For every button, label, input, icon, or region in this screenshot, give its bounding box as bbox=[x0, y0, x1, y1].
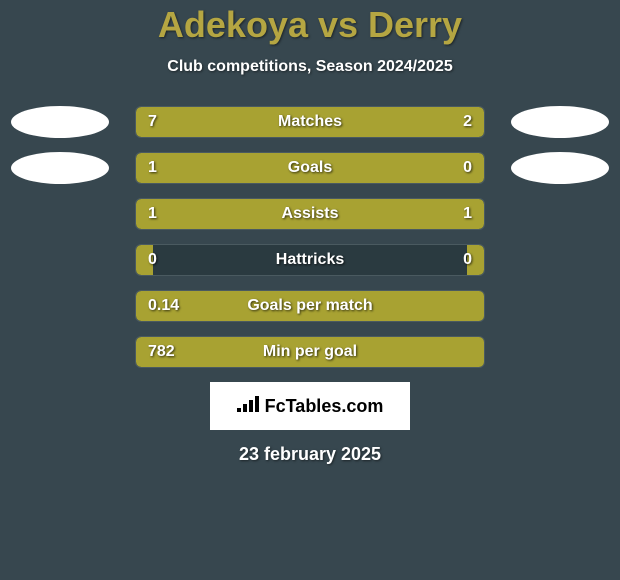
player-right-avatar bbox=[511, 290, 609, 322]
page-subtitle: Club competitions, Season 2024/2025 bbox=[0, 58, 620, 76]
bar-left-fill bbox=[136, 153, 400, 183]
player-left-avatar bbox=[11, 198, 109, 230]
stat-row: Assists 1 1 bbox=[0, 198, 620, 230]
stat-bar: Hattricks 0 0 bbox=[135, 244, 485, 276]
stat-label: Hattricks bbox=[276, 251, 344, 269]
stat-rows: Matches72Goals10Assists11Hattricks00Goal… bbox=[0, 106, 620, 368]
brand-text: FcTables.com bbox=[265, 396, 384, 417]
player-left-avatar bbox=[11, 152, 109, 184]
stat-value-right: 0 bbox=[463, 159, 472, 177]
stat-row: Min per goal 782 bbox=[0, 336, 620, 368]
brand-icon bbox=[237, 394, 259, 418]
player-left-avatar bbox=[11, 290, 109, 322]
brand-badge[interactable]: FcTables.com bbox=[210, 382, 410, 430]
bar-left-fill bbox=[136, 107, 394, 137]
player-right-avatar bbox=[511, 152, 609, 184]
stat-value-right: 0 bbox=[463, 251, 472, 269]
player-right-avatar bbox=[511, 336, 609, 368]
stat-bar: Min per goal 782 bbox=[135, 336, 485, 368]
stat-label: Min per goal bbox=[263, 343, 357, 361]
stat-value-right: 1 bbox=[463, 205, 472, 223]
player-right-avatar bbox=[511, 106, 609, 138]
player-left-avatar bbox=[11, 336, 109, 368]
stat-value-left: 7 bbox=[148, 113, 157, 131]
stat-value-left: 0.14 bbox=[148, 297, 179, 315]
stat-label: Matches bbox=[278, 113, 342, 131]
stat-row: Matches 7 2 bbox=[0, 106, 620, 138]
date-text: 23 february 2025 bbox=[0, 444, 620, 465]
player-left-avatar bbox=[11, 244, 109, 276]
player-right-avatar bbox=[511, 244, 609, 276]
stat-label: Assists bbox=[282, 205, 339, 223]
comparison-card: Adekoya vs Derry Club competitions, Seas… bbox=[0, 0, 620, 465]
stat-value-right: 2 bbox=[463, 113, 472, 131]
stat-bar: Assists 1 1 bbox=[135, 198, 485, 230]
stat-value-left: 1 bbox=[148, 159, 157, 177]
stat-value-left: 1 bbox=[148, 205, 157, 223]
stat-row: Goals 1 0 bbox=[0, 152, 620, 184]
stat-value-left: 782 bbox=[148, 343, 175, 361]
page-title: Adekoya vs Derry bbox=[0, 4, 620, 46]
player-right-avatar bbox=[511, 198, 609, 230]
stat-label: Goals per match bbox=[247, 297, 372, 315]
stat-row: Hattricks 0 0 bbox=[0, 244, 620, 276]
player-left-avatar bbox=[11, 106, 109, 138]
stat-bar: Goals 1 0 bbox=[135, 152, 485, 184]
stat-bar: Goals per match 0.14 bbox=[135, 290, 485, 322]
stat-bar: Matches 7 2 bbox=[135, 106, 485, 138]
stat-label: Goals bbox=[288, 159, 332, 177]
stat-value-left: 0 bbox=[148, 251, 157, 269]
stat-row: Goals per match 0.14 bbox=[0, 290, 620, 322]
